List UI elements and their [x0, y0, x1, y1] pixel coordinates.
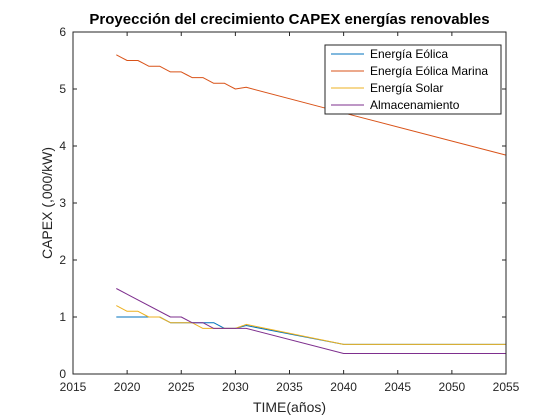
x-axis-label: TIME(años)	[253, 399, 326, 415]
x-tick-label: 2045	[384, 380, 411, 394]
y-tick-label: 5	[59, 82, 66, 96]
x-tick-label: 2015	[60, 380, 87, 394]
x-tick-label: 2050	[439, 380, 466, 394]
legend-label: Almacenamiento	[370, 98, 460, 112]
x-tick-label: 2055	[493, 380, 520, 394]
y-tick-label: 0	[59, 367, 66, 381]
x-ticks: 2015 2020 2025 2030 2035 2040 2045 2050 2055	[60, 32, 520, 394]
legend-label: Energía Solar	[370, 81, 443, 95]
chart-title: Proyección del crecimiento CAPEX energía…	[89, 11, 489, 28]
y-axis-label: CAPEX (,000/kW)	[39, 147, 55, 259]
x-tick-label: 2020	[114, 380, 141, 394]
y-tick-label: 6	[59, 25, 66, 39]
legend-label: Energía Eólica Marina	[370, 64, 488, 78]
y-ticks: 0 1 2 3 4 5 6	[59, 25, 506, 381]
series-line-4	[116, 288, 506, 354]
x-tick-label: 2035	[276, 380, 303, 394]
x-tick-label: 2025	[168, 380, 195, 394]
series-line-2	[116, 54, 507, 156]
legend-box	[324, 44, 502, 115]
legend: Energía Eólica Energía Eólica Marina Energ…	[324, 44, 502, 115]
y-tick-label: 1	[59, 310, 66, 324]
x-tick-label: 2030	[222, 380, 249, 394]
x-tick-label: 2040	[330, 380, 357, 394]
legend-label: Energía Eólica	[370, 47, 448, 61]
y-tick-label: 3	[59, 196, 66, 210]
y-tick-label: 4	[59, 139, 66, 153]
legend-items: Energía Eólica Energía Eólica Marina Energ…	[331, 47, 488, 112]
series-layer	[116, 54, 507, 354]
y-tick-label: 2	[59, 253, 66, 267]
